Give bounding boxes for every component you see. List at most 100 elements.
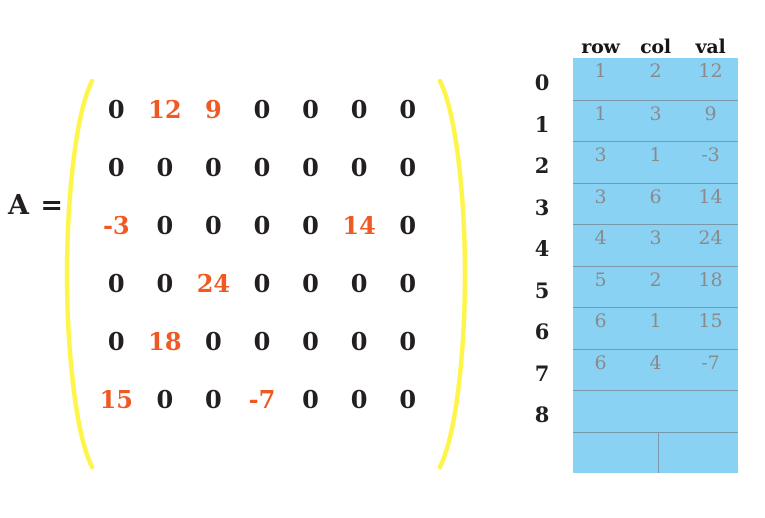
matrix-row: -3 0 0 0 0 14 0 bbox=[92, 196, 432, 254]
matrix-cell: 0 bbox=[156, 210, 174, 240]
matrix-row: 0 0 0 0 0 0 0 bbox=[92, 138, 432, 196]
matrix-right-bracket-icon bbox=[436, 78, 470, 470]
matrix-cell: 0 bbox=[350, 268, 368, 298]
matrix-cell: 9 bbox=[205, 94, 222, 124]
cell-trailing-right bbox=[659, 433, 738, 474]
column-header-val: val bbox=[695, 36, 726, 58]
matrix-row: 15 0 0 -7 0 0 0 bbox=[92, 370, 432, 428]
matrix-cell: 0 bbox=[107, 268, 125, 298]
index-label: 5 bbox=[534, 277, 550, 303]
coo-table: row col val 1 2 12 1 3 9 3 1 -3 3 6 bbox=[573, 33, 738, 473]
matrix-cell: 0 bbox=[253, 94, 271, 124]
matrix-cell: 0 bbox=[107, 152, 125, 182]
cell-row: 3 bbox=[594, 144, 607, 166]
index-label: 2 bbox=[534, 153, 550, 178]
matrix-cell: 0 bbox=[302, 94, 319, 124]
matrix-cell: 0 bbox=[253, 326, 271, 356]
matrix-cell: 0 bbox=[399, 326, 417, 356]
matrix-cell: 0 bbox=[156, 384, 174, 414]
cell-col: 1 bbox=[649, 310, 662, 332]
coo-table-header: row col val bbox=[573, 33, 738, 58]
matrix-cell: 0 bbox=[205, 152, 222, 182]
matrix-cell: 0 bbox=[205, 210, 222, 240]
matrix-cell: 0 bbox=[399, 210, 417, 240]
cell-row: 3 bbox=[594, 185, 607, 208]
cell-val: 15 bbox=[698, 310, 723, 332]
matrix-panel: A = 0 12 9 0 0 0 0 0 0 0 0 bbox=[8, 78, 470, 470]
matrix-cell: 18 bbox=[148, 326, 182, 356]
matrix-cell: 0 bbox=[302, 326, 319, 356]
cell-val: 12 bbox=[698, 60, 723, 82]
matrix-cell: 0 bbox=[156, 268, 174, 298]
index-label: 1 bbox=[534, 111, 550, 137]
table-row: 1 2 12 bbox=[573, 58, 738, 100]
matrix-cell: 0 bbox=[205, 326, 222, 356]
table-row: 6 4 -7 bbox=[573, 348, 738, 391]
cell-col: 2 bbox=[649, 60, 662, 82]
matrix-cell: 0 bbox=[350, 94, 368, 124]
cell-row: 6 bbox=[594, 310, 607, 332]
matrix-cell: 15 bbox=[99, 384, 133, 414]
cell-val: -3 bbox=[701, 144, 720, 166]
cell-col: 3 bbox=[649, 102, 662, 125]
table-row: 1 3 9 bbox=[573, 99, 738, 142]
matrix-cell: 0 bbox=[399, 268, 417, 298]
cell-val: 24 bbox=[698, 227, 723, 249]
cell-val: 14 bbox=[698, 185, 723, 208]
column-header-row: row bbox=[581, 36, 620, 58]
cell-val: 9 bbox=[704, 102, 717, 125]
cell-row: 1 bbox=[594, 102, 607, 125]
matrix-cell: 0 bbox=[302, 210, 319, 240]
cell-col: 3 bbox=[649, 227, 662, 249]
coo-table-body: 1 2 12 1 3 9 3 1 -3 3 6 14 4 3 2 bbox=[573, 58, 738, 473]
index-label: 7 bbox=[534, 360, 550, 386]
matrix-cell: -3 bbox=[102, 210, 130, 240]
matrix-cell: 0 bbox=[399, 152, 417, 182]
index-label: 8 bbox=[534, 402, 550, 427]
cell-col: 1 bbox=[649, 144, 662, 166]
table-row-empty bbox=[573, 390, 738, 432]
table-row: 5 2 18 bbox=[573, 265, 738, 308]
cell-row bbox=[573, 391, 628, 432]
matrix-cell: 0 bbox=[399, 94, 417, 124]
cell-col bbox=[628, 391, 683, 432]
matrix-cell: 0 bbox=[350, 326, 368, 356]
cell-row: 4 bbox=[594, 227, 607, 249]
cell-val: 18 bbox=[698, 268, 723, 291]
table-row: 4 3 24 bbox=[573, 224, 738, 266]
matrix-cell: 0 bbox=[107, 326, 125, 356]
matrix-cell: 0 bbox=[399, 384, 417, 414]
cell-val bbox=[683, 391, 738, 432]
coo-table-panel: 0 1 2 3 4 5 6 7 8 row col val 1 2 12 1 3… bbox=[505, 0, 765, 518]
table-row-trailing bbox=[573, 431, 738, 474]
matrix-row: 0 0 24 0 0 0 0 bbox=[92, 254, 432, 312]
cell-row: 5 bbox=[594, 268, 607, 291]
cell-row: 6 bbox=[594, 351, 607, 374]
cell-col: 4 bbox=[649, 351, 662, 374]
column-header-col: col bbox=[640, 36, 671, 58]
matrix-cell: 0 bbox=[107, 94, 125, 124]
table-row: 3 6 14 bbox=[573, 182, 738, 225]
cell-col: 2 bbox=[649, 268, 662, 291]
matrix-cell: 12 bbox=[148, 94, 182, 124]
matrix-grid: 0 12 9 0 0 0 0 0 0 0 0 0 0 0 -3 0 0 bbox=[92, 80, 432, 428]
matrix-cell: 0 bbox=[253, 152, 271, 182]
index-column: 0 1 2 3 4 5 6 7 8 bbox=[519, 62, 565, 436]
index-label: 0 bbox=[534, 70, 550, 95]
table-row: 6 1 15 bbox=[573, 307, 738, 349]
matrix-cell: 14 bbox=[342, 210, 376, 240]
cell-col: 6 bbox=[649, 185, 662, 208]
index-label: 4 bbox=[534, 236, 550, 261]
matrix-cell: 0 bbox=[156, 152, 174, 182]
matrix-cell: 24 bbox=[196, 268, 231, 298]
cell-val: -7 bbox=[701, 351, 720, 374]
matrix-cell: 0 bbox=[302, 384, 319, 414]
matrix-cell: 0 bbox=[205, 384, 222, 414]
matrix-row: 0 12 9 0 0 0 0 bbox=[92, 80, 432, 138]
matrix-row: 0 18 0 0 0 0 0 bbox=[92, 312, 432, 370]
matrix-cell: 0 bbox=[253, 268, 271, 298]
index-label: 3 bbox=[534, 194, 550, 220]
matrix-cell: 0 bbox=[302, 152, 319, 182]
matrix-label: A = bbox=[8, 190, 64, 221]
cell-trailing-left bbox=[573, 432, 659, 473]
